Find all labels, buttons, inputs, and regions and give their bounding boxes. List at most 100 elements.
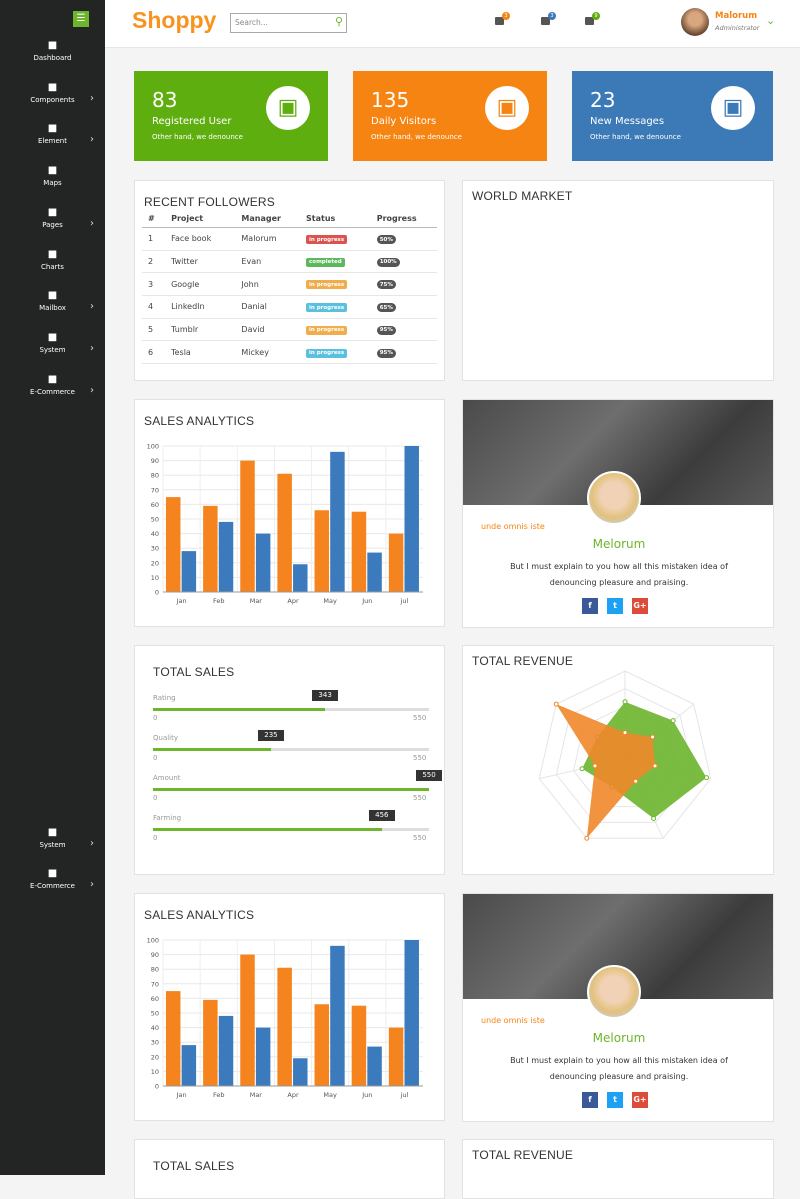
status-badge: in progress xyxy=(306,235,348,245)
sidebar-chevron: › xyxy=(90,838,94,849)
sidebar-label: Components xyxy=(30,95,75,104)
table-cell: 100% xyxy=(370,250,437,274)
stat-label: New Messages xyxy=(590,116,665,127)
progress-badge: 95% xyxy=(376,325,396,335)
social-button[interactable]: G+ xyxy=(632,1092,648,1108)
slider-tooltip: 550 xyxy=(416,770,442,781)
chart-svg: 0 10 20 30 40 50 60 70 80 90 100 Jan Feb Mar Apr May Jun… xyxy=(147,937,423,1099)
bar xyxy=(404,446,419,592)
bar xyxy=(388,533,404,592)
profile-name: Melorum xyxy=(592,537,646,551)
slider-label: Amount xyxy=(153,774,181,782)
social-button[interactable]: f xyxy=(582,1092,598,1108)
sidebar-item[interactable]: ■ E-Commerce › xyxy=(0,868,105,890)
radar-point xyxy=(579,766,585,772)
progress-badge: 75% xyxy=(376,280,396,290)
table-cell: John xyxy=(235,272,301,297)
stat-label: Registered User xyxy=(152,116,232,127)
card-title: SALES ANALYTICS xyxy=(144,908,255,922)
user-name: Malorum xyxy=(715,11,758,21)
slider-min: 0 xyxy=(153,834,158,842)
table-row: 6 Tesla Mickey in progress 95% xyxy=(142,340,437,365)
social-button[interactable]: G+ xyxy=(632,598,648,614)
radar-point xyxy=(670,718,676,724)
bar xyxy=(240,460,255,592)
slider-max: 550 xyxy=(413,794,427,802)
status-badge: in progress xyxy=(306,325,348,335)
bar xyxy=(351,1005,367,1086)
y-tick-label: 90 xyxy=(151,951,159,959)
x-tick-label: Feb xyxy=(213,597,225,605)
sidebar-item[interactable]: ■ Components › xyxy=(0,82,105,104)
stat-note: Other hand, we denounce xyxy=(371,133,462,141)
radar-point xyxy=(652,763,658,769)
sidebar-icon: ■ xyxy=(47,206,58,218)
search-box[interactable]: Search... ⚲ xyxy=(230,13,347,33)
total-revenue-card: TOTAL REVENUE xyxy=(462,645,774,875)
bar xyxy=(218,521,234,592)
y-tick-label: 100 xyxy=(147,937,159,945)
column-header: # xyxy=(142,209,166,228)
slider-label: Farming xyxy=(153,814,182,822)
card-title: RECENT FOLLOWERS xyxy=(144,195,275,209)
sidebar-chevron: › xyxy=(90,92,94,104)
card-title: SALES ANALYTICS xyxy=(144,414,255,428)
header-icon[interactable] xyxy=(585,17,594,25)
sidebar-icon: ■ xyxy=(47,248,58,260)
sidebar-label: Mailbox xyxy=(39,304,66,313)
sidebar-item[interactable]: ■ System › xyxy=(0,332,105,354)
status-badge: completed xyxy=(306,257,345,267)
slider-max: 550 xyxy=(413,834,427,842)
y-tick-label: 70 xyxy=(151,980,159,988)
sidebar-label: Maps xyxy=(43,179,62,188)
sidebar-icon: ■ xyxy=(47,331,58,343)
slider-label: Quality xyxy=(153,734,179,742)
sidebar-label: Charts xyxy=(41,262,64,271)
table-cell: in progress xyxy=(300,340,371,365)
table-header: # Project Manager Status Progress xyxy=(142,209,437,228)
x-tick-label: Jan xyxy=(176,597,187,605)
table-cell: 3 xyxy=(142,272,166,297)
bar xyxy=(330,451,345,592)
sidebar-item[interactable]: ■ Element › xyxy=(0,123,105,145)
column-header: Status xyxy=(300,209,371,228)
social-button[interactable]: t xyxy=(607,598,623,614)
followers-table: # Project Manager Status Progress 1 Face book M… xyxy=(142,209,437,365)
sidebar-item[interactable]: ■ System › xyxy=(0,827,105,849)
sidebar-item[interactable]: ■ Maps xyxy=(0,165,105,187)
sidebar-item[interactable]: ■ Charts xyxy=(0,249,105,271)
sidebar-chevron: › xyxy=(90,217,94,229)
bar xyxy=(277,473,292,592)
chart-svg xyxy=(538,670,712,841)
radar-point xyxy=(553,701,559,707)
header-icon[interactable] xyxy=(541,17,550,25)
social-button[interactable]: t xyxy=(607,1092,623,1108)
progress-badge: 50% xyxy=(376,235,396,245)
header-icon[interactable] xyxy=(495,17,504,25)
table-cell: 95% xyxy=(370,340,437,365)
table-cell: Tesla xyxy=(165,340,236,365)
y-tick-label: 40 xyxy=(151,530,159,538)
y-tick-label: 10 xyxy=(151,574,159,582)
sidebar-item[interactable]: ■ Mailbox › xyxy=(0,290,105,312)
radar-ring xyxy=(555,688,695,823)
bar xyxy=(388,1027,404,1086)
table-cell: Danial xyxy=(235,295,301,319)
user-chevron[interactable]: ⌄ xyxy=(766,14,776,27)
table-cell: in progress xyxy=(300,318,371,342)
avatar xyxy=(681,8,709,36)
sidebar-item[interactable]: ■ Dashboard xyxy=(0,40,105,62)
sidebar-item[interactable]: ■ E-Commerce › xyxy=(0,374,105,396)
menu-button[interactable]: ☰ xyxy=(73,11,89,27)
bar xyxy=(367,552,382,592)
sidebar-chevron: › xyxy=(90,879,94,890)
bar xyxy=(203,505,218,592)
slider-min: 0 xyxy=(153,754,158,762)
y-tick-label: 50 xyxy=(151,1010,159,1018)
profile-card: unde omnis iste Melorum But I must explain… xyxy=(462,399,774,628)
social-button[interactable]: f xyxy=(582,598,598,614)
sidebar-icon: ■ xyxy=(47,373,58,385)
y-tick-label: 30 xyxy=(151,545,159,553)
sidebar-item[interactable]: ■ Pages › xyxy=(0,207,105,229)
card-title: TOTAL SALES xyxy=(153,1159,235,1173)
